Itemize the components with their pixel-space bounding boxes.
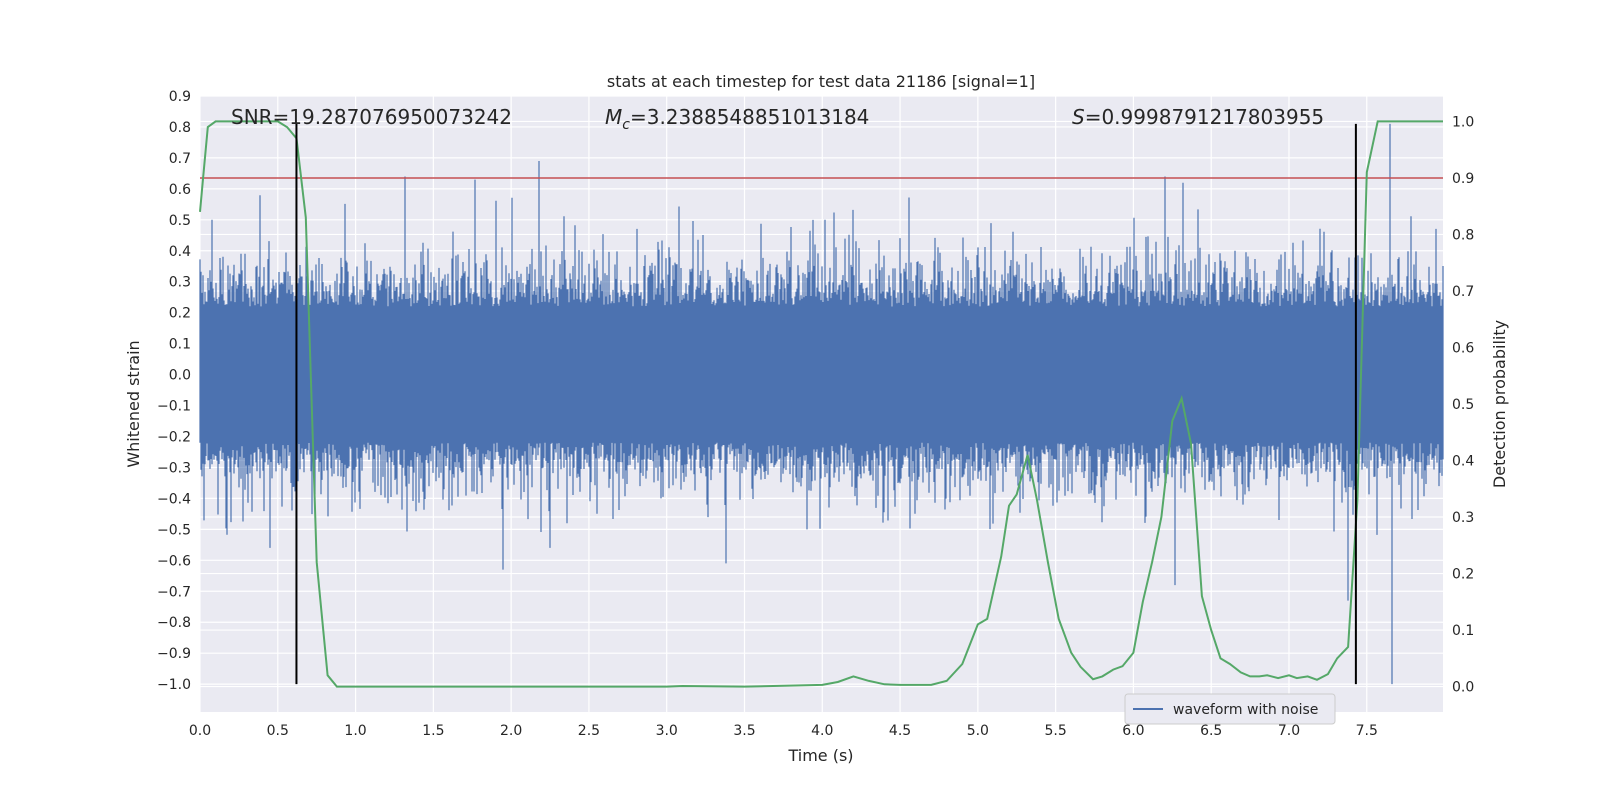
- waveform-line: [199, 123, 1444, 685]
- y2-tick-label: 0.5: [1452, 397, 1474, 413]
- significance-annotation: S=0.9998791217803955: [1072, 105, 1324, 129]
- s-value: =0.9998791217803955: [1085, 105, 1324, 129]
- y-tick-label: 0.5: [169, 213, 191, 229]
- y-tick-label: 0.9: [169, 89, 191, 105]
- mc-symbol: M: [605, 105, 622, 129]
- y-tick-label: 0.4: [169, 244, 191, 260]
- legend-label: waveform with noise: [1173, 702, 1318, 718]
- y2-tick-label: 0.3: [1452, 510, 1474, 526]
- y2-tick-label: 0.6: [1452, 340, 1474, 356]
- probability-line: [199, 120, 1443, 688]
- x-tick-label: 4.5: [889, 723, 911, 739]
- y2-axis-label: Detection probability: [1490, 320, 1509, 488]
- x-axis-ticks: 0.0 0.5 1.0 1.5 2.0 2.5 3.0 3.5 4.0 4.5 5.0 5.5 6.0 6…: [189, 723, 1378, 739]
- y-axis-ticks: 0.9 0.8 0.7 0.6 0.5 0.4 0.3 0.2 0.1 0.0 −0.1 −0.2 −0…: [157, 89, 191, 693]
- y-tick-label: −1.0: [157, 677, 191, 693]
- x-tick-label: 1.5: [422, 723, 444, 739]
- y-tick-label: 0.7: [169, 151, 191, 167]
- x-tick-label: 3.0: [656, 723, 678, 739]
- y-tick-label: 0.6: [169, 182, 191, 198]
- x-tick-label: 2.0: [500, 723, 522, 739]
- x-tick-label: 3.5: [733, 723, 755, 739]
- y2-tick-label: 0.0: [1452, 680, 1474, 696]
- y-tick-label: 0.3: [169, 275, 191, 291]
- y-tick-label: 0.2: [169, 306, 191, 322]
- y-tick-label: −0.8: [157, 615, 191, 631]
- chart-title: stats at each timestep for test data 211…: [607, 72, 1035, 91]
- y-tick-label: −0.5: [157, 522, 191, 538]
- y-tick-label: 0.1: [169, 337, 191, 353]
- y2-tick-label: 0.8: [1452, 227, 1474, 243]
- y-tick-label: −0.1: [157, 399, 191, 415]
- x-axis-label: Time (s): [787, 746, 853, 765]
- y-axis-label: Whitened strain: [124, 340, 143, 467]
- y-tick-label: −0.6: [157, 553, 191, 569]
- x-tick-label: 1.0: [344, 723, 366, 739]
- chirp-mass-annotation: Mc=3.2388548851013184: [605, 105, 869, 133]
- mc-value: =3.2388548851013184: [630, 105, 869, 129]
- y-tick-label: −0.9: [157, 646, 191, 662]
- y2-tick-label: 0.7: [1452, 284, 1474, 300]
- x-tick-label: 5.5: [1044, 723, 1066, 739]
- legend-box: [1124, 693, 1336, 725]
- x-tick-label: 7.0: [1278, 723, 1300, 739]
- x-tick-label: 4.0: [811, 723, 833, 739]
- snr-annotation: SNR=19.287076950073242: [231, 105, 512, 129]
- x-tick-label: 2.5: [578, 723, 600, 739]
- event-markers: [295, 123, 1357, 685]
- s-symbol: S: [1072, 105, 1085, 129]
- y2-tick-label: 0.1: [1452, 623, 1474, 639]
- x-tick-label: 6.5: [1200, 723, 1222, 739]
- y-tick-label: 0.8: [169, 120, 191, 136]
- y-tick-label: −0.4: [157, 491, 191, 507]
- y-tick-label: 0.0: [169, 368, 191, 384]
- y-tick-label: −0.7: [157, 584, 191, 600]
- x-tick-label: 0.0: [189, 723, 211, 739]
- probability-series: [199, 120, 1443, 688]
- x-tick-label: 6.0: [1122, 723, 1144, 739]
- y2-axis-ticks: 1.0 0.9 0.8 0.7 0.6 0.5 0.4 0.3 0.2 0.1 0.0: [1452, 114, 1474, 695]
- y2-tick-label: 0.9: [1452, 171, 1474, 187]
- waveform-series: [199, 123, 1444, 685]
- mc-subscript: c: [622, 117, 630, 133]
- legend: waveform with noise: [1124, 693, 1336, 725]
- y2-tick-label: 0.4: [1452, 454, 1474, 470]
- x-tick-label: 7.5: [1356, 723, 1378, 739]
- y-tick-label: −0.2: [157, 430, 191, 446]
- x-tick-label: 5.0: [967, 723, 989, 739]
- x-tick-label: 0.5: [267, 723, 289, 739]
- y2-tick-label: 0.2: [1452, 567, 1474, 583]
- y-tick-label: −0.3: [157, 460, 191, 476]
- y2-tick-label: 1.0: [1452, 114, 1474, 130]
